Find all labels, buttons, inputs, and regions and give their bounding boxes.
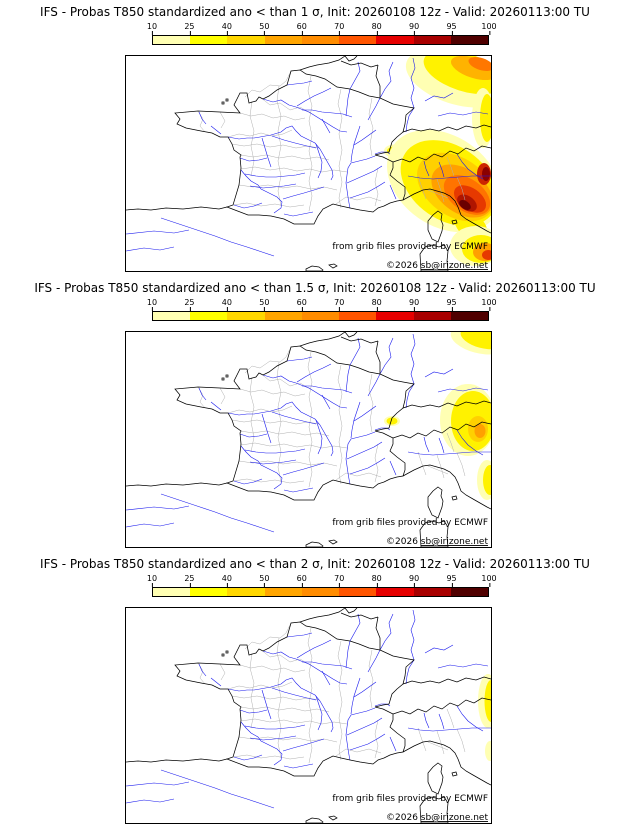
colorbar-segment [264, 312, 302, 320]
probability-colorbar: 10 25 40 50 60 70 80 90 95 100 [147, 574, 497, 597]
colorbar-tick-label: 90 [409, 298, 420, 311]
colorbar-tick-label: 60 [296, 574, 307, 587]
colorbar-segment [301, 312, 340, 320]
basemap-linework [126, 332, 491, 547]
france-map-1sigma: from grib files provided by ECMWF ©2026 … [125, 55, 492, 272]
panel-prob-lt-1sigma: IFS - Probas T850 standardized ano < tha… [0, 0, 630, 276]
probability-shading [384, 332, 491, 500]
colorbar-tick-label: 90 [409, 574, 420, 587]
colorbar-segment [413, 36, 451, 44]
colorbar-segment [339, 36, 377, 44]
colorbar-tick-label: 60 [296, 22, 307, 35]
colorbar-segment [301, 588, 340, 596]
colorbar-segment [264, 36, 302, 44]
colorbar-tick-label: 100 [481, 22, 497, 35]
colorbar-tick-label: 40 [221, 574, 232, 587]
colorbar-tick-label: 95 [446, 22, 457, 35]
colorbar-segment [153, 36, 191, 44]
probability-colorbar: 10 25 40 50 60 70 80 90 95 100 [147, 298, 497, 321]
colorbar-segment [339, 588, 377, 596]
copyright-year: ©2026 [386, 813, 421, 823]
colorbar-tick-label: 10 [146, 574, 158, 587]
colorbar-tick-label: 100 [481, 298, 497, 311]
colorbar-tick-label: 60 [296, 298, 307, 311]
colorbar-segment [339, 312, 377, 320]
colorbar-segment [227, 36, 265, 44]
colorbar-tick-label: 95 [446, 298, 457, 311]
colorbar-segment [450, 588, 488, 596]
colorbar-tick-labels: 10 25 40 50 60 70 80 90 95 100 [147, 574, 497, 587]
panel-prob-lt-1p5sigma: IFS - Probas T850 standardized ano < tha… [0, 276, 630, 552]
colorbar-segment [153, 312, 191, 320]
colorbar-tick-label: 95 [446, 574, 457, 587]
colorbar-segment [264, 588, 302, 596]
panel-prob-lt-2sigma: IFS - Probas T850 standardized ano < tha… [0, 552, 630, 828]
colorbar-tick-label: 10 [146, 22, 158, 35]
panel-title: IFS - Probas T850 standardized ano < tha… [34, 281, 596, 295]
basemap-linework [126, 608, 491, 823]
colorbar-tick-label: 50 [259, 574, 270, 587]
colorbar-segment [413, 588, 451, 596]
panel-title: IFS - Probas T850 standardized ano < tha… [40, 5, 590, 19]
colorbar-tick-label: 70 [334, 574, 345, 587]
colorbar-tick-label: 70 [334, 298, 345, 311]
colorbar-tick-label: 100 [481, 574, 497, 587]
copyright-email-link[interactable]: sb@irizone.net [421, 537, 489, 547]
colorbar-tick-label: 80 [371, 22, 382, 35]
colorbar-segment [413, 312, 451, 320]
panel-title: IFS - Probas T850 standardized ano < tha… [40, 557, 590, 571]
colorbar-tick-label: 90 [409, 22, 420, 35]
attribution-ecmwf: from grib files provided by ECMWF [332, 794, 488, 804]
colorbar-tick-label: 40 [221, 298, 232, 311]
probability-shading [384, 56, 491, 266]
attribution-copyright: ©2026 sb@irizone.net [386, 813, 488, 823]
colorbar-gradient [152, 311, 489, 321]
colorbar-tick-label: 80 [371, 574, 382, 587]
copyright-year: ©2026 [386, 537, 421, 547]
colorbar-tick-label: 50 [259, 298, 270, 311]
attribution-ecmwf: from grib files provided by ECMWF [332, 242, 488, 252]
colorbar-tick-labels: 10 25 40 50 60 70 80 90 95 100 [147, 298, 497, 311]
colorbar-segment [376, 36, 414, 44]
colorbar-segment [153, 588, 191, 596]
probability-shading [478, 674, 491, 761]
colorbar-segment [450, 36, 488, 44]
colorbar-tick-label: 10 [146, 298, 158, 311]
colorbar-tick-label: 50 [259, 22, 270, 35]
colorbar-segment [376, 312, 414, 320]
colorbar-gradient [152, 35, 489, 45]
colorbar-tick-label: 25 [184, 574, 195, 587]
colorbar-gradient [152, 587, 489, 597]
colorbar-tick-labels: 10 25 40 50 60 70 80 90 95 100 [147, 22, 497, 35]
copyright-email-link[interactable]: sb@irizone.net [421, 813, 489, 823]
colorbar-tick-label: 40 [221, 22, 232, 35]
colorbar-segment [450, 312, 488, 320]
france-map-1p5sigma: from grib files provided by ECMWF ©2026 … [125, 331, 492, 548]
colorbar-tick-label: 70 [334, 22, 345, 35]
colorbar-tick-label: 25 [184, 22, 195, 35]
colorbar-segment [190, 36, 228, 44]
colorbar-segment [190, 312, 228, 320]
france-map-2sigma: from grib files provided by ECMWF ©2026 … [125, 607, 492, 824]
copyright-email-link[interactable]: sb@irizone.net [421, 261, 489, 271]
attribution-copyright: ©2026 sb@irizone.net [386, 261, 488, 271]
colorbar-tick-label: 25 [184, 298, 195, 311]
colorbar-segment [301, 36, 340, 44]
colorbar-segment [227, 588, 265, 596]
copyright-year: ©2026 [386, 261, 421, 271]
colorbar-tick-label: 80 [371, 298, 382, 311]
attribution-ecmwf: from grib files provided by ECMWF [332, 518, 488, 528]
colorbar-segment [227, 312, 265, 320]
attribution-copyright: ©2026 sb@irizone.net [386, 537, 488, 547]
colorbar-segment [190, 588, 228, 596]
colorbar-segment [376, 588, 414, 596]
probability-colorbar: 10 25 40 50 60 70 80 90 95 100 [147, 22, 497, 45]
